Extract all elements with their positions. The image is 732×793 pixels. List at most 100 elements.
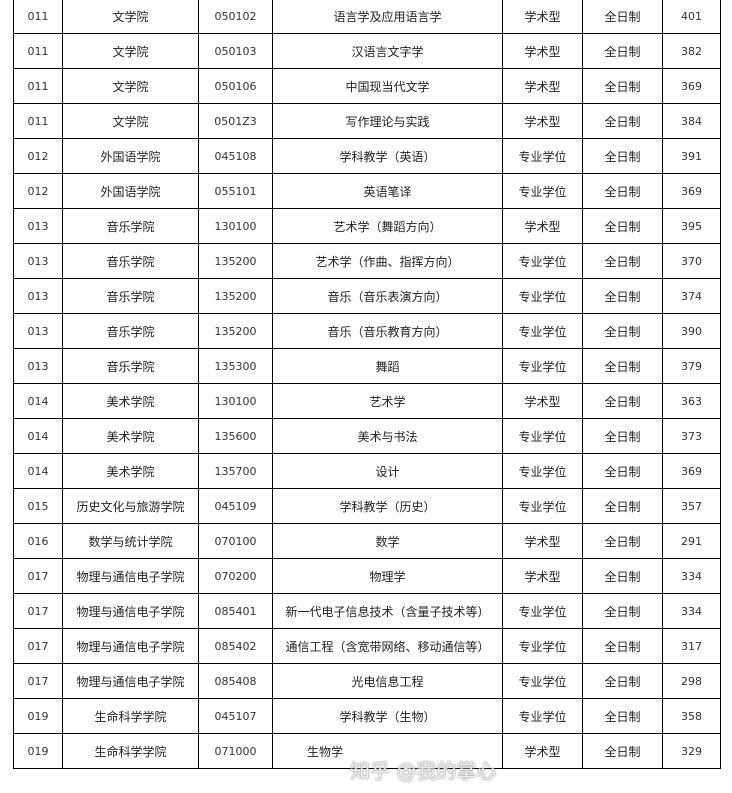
major-code-cell: 045109 xyxy=(198,488,273,524)
degree-type-cell: 学术型 xyxy=(502,33,583,69)
major-name-cell: 通信工程（含宽带网络、移动通信等） xyxy=(272,628,503,664)
major-code-cell: 0501Z3 xyxy=(198,103,273,139)
major-name-cell: 生物学 xyxy=(272,733,503,769)
study-mode-cell: 全日制 xyxy=(582,593,663,629)
dept-code-cell: 016 xyxy=(13,523,63,559)
table-row: 011 文学院 050106 中国现当代文学 学术型 全日制 369 xyxy=(13,68,721,104)
dept-code-cell: 013 xyxy=(13,348,63,384)
degree-type-cell: 专业学位 xyxy=(502,593,583,629)
dept-code-cell: 013 xyxy=(13,278,63,314)
dept-code-cell: 014 xyxy=(13,418,63,454)
dept-code-cell: 019 xyxy=(13,698,63,734)
degree-type-cell: 学术型 xyxy=(502,733,583,769)
dept-code-cell: 014 xyxy=(13,383,63,419)
score-cell: 374 xyxy=(662,278,721,314)
dept-code-cell: 017 xyxy=(13,663,63,699)
dept-name-cell: 外国语学院 xyxy=(62,138,199,174)
major-name-cell: 物理学 xyxy=(272,558,503,594)
degree-type-cell: 专业学位 xyxy=(502,453,583,489)
degree-type-cell: 专业学位 xyxy=(502,418,583,454)
study-mode-cell: 全日制 xyxy=(582,453,663,489)
major-name-cell: 新一代电子信息技术（含量子技术等） xyxy=(272,593,503,629)
major-code-cell: 085408 xyxy=(198,663,273,699)
table-row: 015 历史文化与旅游学院 045109 学科教学（历史） 专业学位 全日制 357 xyxy=(13,488,721,524)
study-mode-cell: 全日制 xyxy=(582,33,663,69)
score-cell: 384 xyxy=(662,103,721,139)
score-cell: 369 xyxy=(662,68,721,104)
study-mode-cell: 全日制 xyxy=(582,663,663,699)
table-row: 012 外国语学院 055101 英语笔译 专业学位 全日制 369 xyxy=(13,173,721,209)
dept-code-cell: 017 xyxy=(13,593,63,629)
degree-type-cell: 学术型 xyxy=(502,68,583,104)
degree-type-cell: 专业学位 xyxy=(502,138,583,174)
dept-code-cell: 014 xyxy=(13,453,63,489)
major-code-cell: 135200 xyxy=(198,243,273,279)
major-name-cell: 设计 xyxy=(272,453,503,489)
table-row: 017 物理与通信电子学院 070200 物理学 学术型 全日制 334 xyxy=(13,558,721,594)
score-cell: 401 xyxy=(662,0,721,34)
dept-name-cell: 生命科学学院 xyxy=(62,733,199,769)
degree-type-cell: 专业学位 xyxy=(502,313,583,349)
score-cell: 363 xyxy=(662,383,721,419)
major-code-cell: 085401 xyxy=(198,593,273,629)
degree-type-cell: 专业学位 xyxy=(502,278,583,314)
score-cell: 391 xyxy=(662,138,721,174)
table-row: 016 数学与统计学院 070100 数学 学术型 全日制 291 xyxy=(13,523,721,559)
table-row: 013 音乐学院 135300 舞蹈 专业学位 全日制 379 xyxy=(13,348,721,384)
dept-code-cell: 011 xyxy=(13,0,63,34)
score-cell: 382 xyxy=(662,33,721,69)
dept-name-cell: 历史文化与旅游学院 xyxy=(62,488,199,524)
dept-code-cell: 011 xyxy=(13,103,63,139)
major-code-cell: 050102 xyxy=(198,0,273,34)
score-cell: 395 xyxy=(662,208,721,244)
score-cell: 334 xyxy=(662,593,721,629)
study-mode-cell: 全日制 xyxy=(582,523,663,559)
degree-type-cell: 专业学位 xyxy=(502,663,583,699)
major-code-cell: 135600 xyxy=(198,418,273,454)
major-name-cell: 美术与书法 xyxy=(272,418,503,454)
score-cell: 369 xyxy=(662,173,721,209)
major-name-cell: 学科教学（英语） xyxy=(272,138,503,174)
dept-code-cell: 017 xyxy=(13,628,63,664)
study-mode-cell: 全日制 xyxy=(582,313,663,349)
dept-name-cell: 美术学院 xyxy=(62,418,199,454)
table-row: 012 外国语学院 045108 学科教学（英语） 专业学位 全日制 391 xyxy=(13,138,721,174)
major-code-cell: 085402 xyxy=(198,628,273,664)
degree-type-cell: 专业学位 xyxy=(502,698,583,734)
degree-type-cell: 学术型 xyxy=(502,383,583,419)
table-row: 017 物理与通信电子学院 085408 光电信息工程 专业学位 全日制 298 xyxy=(13,663,721,699)
study-mode-cell: 全日制 xyxy=(582,698,663,734)
dept-name-cell: 物理与通信电子学院 xyxy=(62,558,199,594)
study-mode-cell: 全日制 xyxy=(582,103,663,139)
dept-code-cell: 017 xyxy=(13,558,63,594)
score-cell: 317 xyxy=(662,628,721,664)
score-cell: 373 xyxy=(662,418,721,454)
study-mode-cell: 全日制 xyxy=(582,348,663,384)
table-row: 017 物理与通信电子学院 085402 通信工程（含宽带网络、移动通信等） 专业学位全… xyxy=(13,628,721,664)
dept-name-cell: 物理与通信电子学院 xyxy=(62,593,199,629)
degree-type-cell: 专业学位 xyxy=(502,348,583,384)
score-cell: 357 xyxy=(662,488,721,524)
table-row: 011 文学院 0501Z3 写作理论与实践 学术型 全日制 384 xyxy=(13,103,721,139)
degree-type-cell: 专业学位 xyxy=(502,488,583,524)
dept-name-cell: 音乐学院 xyxy=(62,313,199,349)
score-cell: 379 xyxy=(662,348,721,384)
table-row: 014 美术学院 130100 艺术学 学术型 全日制 363 xyxy=(13,383,721,419)
table-row: 019 生命科学学院 045107 学科教学（生物） 专业学位 全日制 358 xyxy=(13,698,721,734)
dept-name-cell: 外国语学院 xyxy=(62,173,199,209)
dept-code-cell: 013 xyxy=(13,208,63,244)
table-row: 014 美术学院 135700 设计 专业学位 全日制 369 xyxy=(13,453,721,489)
study-mode-cell: 全日制 xyxy=(582,558,663,594)
major-name-cell: 舞蹈 xyxy=(272,348,503,384)
table-row: 013 音乐学院 135200 音乐（音乐表演方向） 专业学位 全日制 374 xyxy=(13,278,721,314)
dept-name-cell: 音乐学院 xyxy=(62,278,199,314)
degree-type-cell: 学术型 xyxy=(502,523,583,559)
degree-type-cell: 学术型 xyxy=(502,558,583,594)
study-mode-cell: 全日制 xyxy=(582,733,663,769)
admission-score-table: 011 文学院 050102 语言学及应用语言学 学术型 全日制 401 011 文学院 0501… xyxy=(13,0,721,769)
study-mode-cell: 全日制 xyxy=(582,418,663,454)
major-name-cell: 艺术学 xyxy=(272,383,503,419)
table-row: 019 生命科学学院 071000 生物学 学术型 全日制 329 xyxy=(13,733,721,769)
major-code-cell: 070100 xyxy=(198,523,273,559)
table-row: 014 美术学院 135600 美术与书法 专业学位 全日制 373 xyxy=(13,418,721,454)
